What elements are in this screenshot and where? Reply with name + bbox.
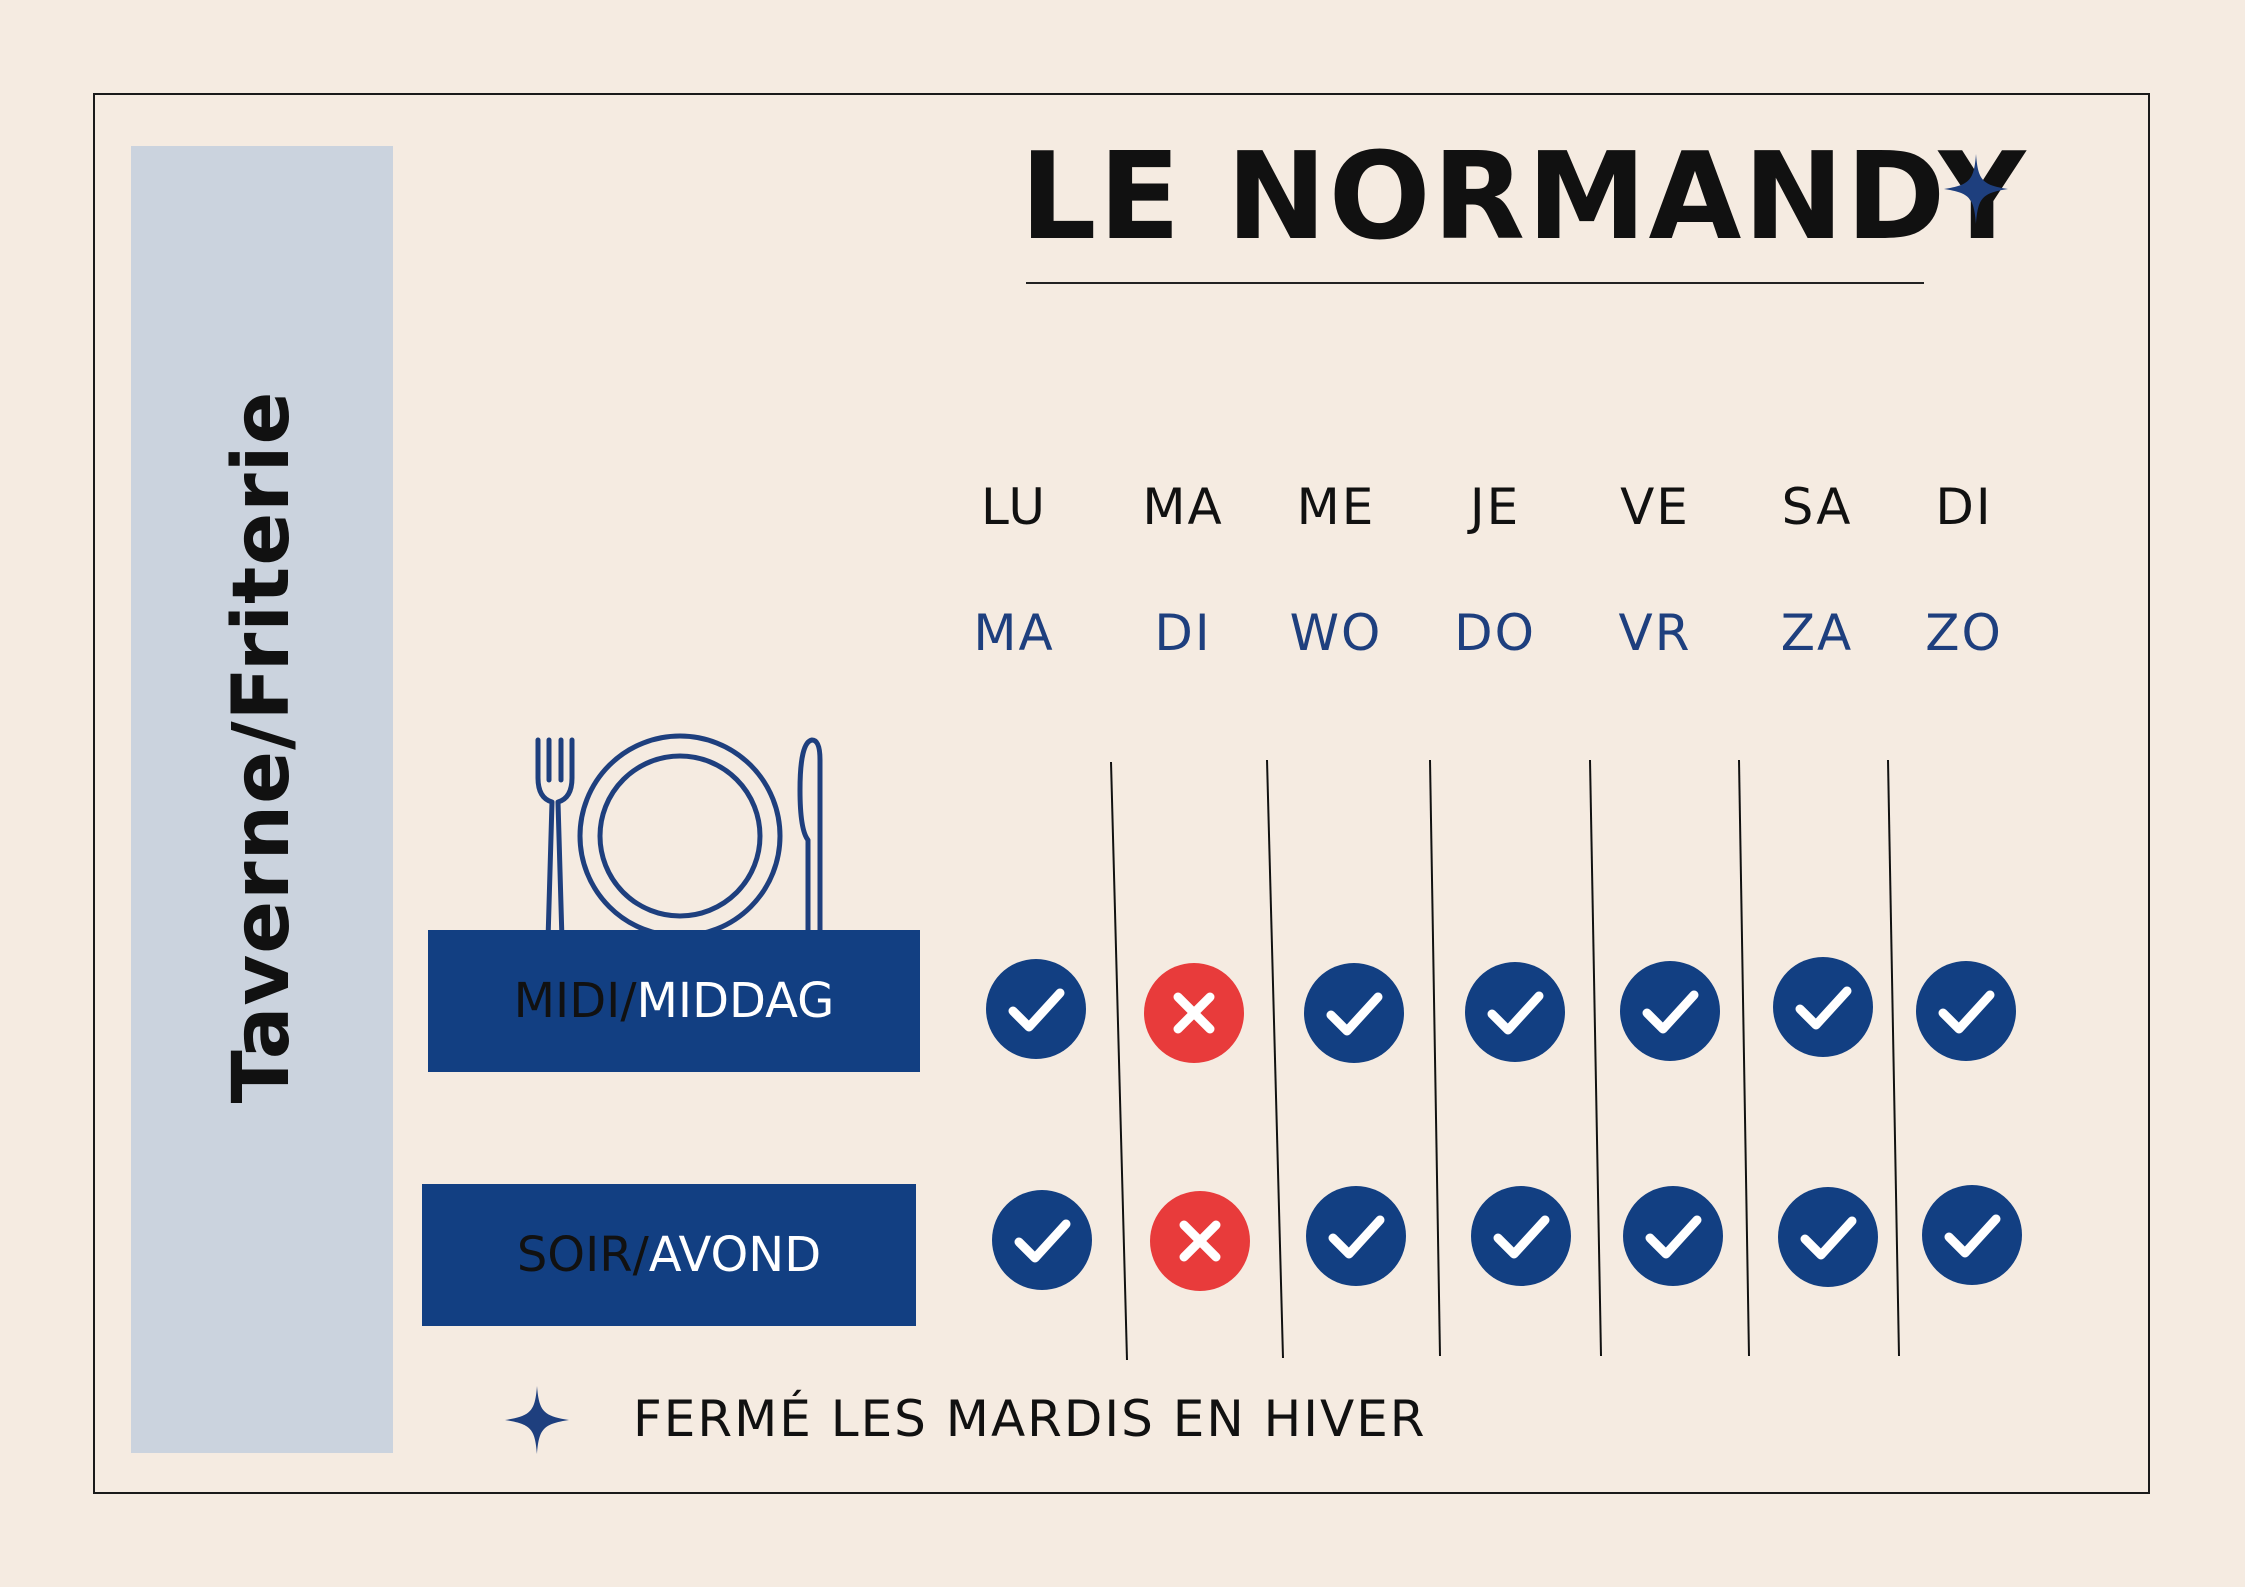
title-underline	[1026, 282, 1924, 284]
day-label-fr: SA	[1781, 478, 1853, 536]
evening-row-label: SOIR/AVOND	[422, 1184, 916, 1326]
day-label-nl: DO	[1454, 604, 1536, 662]
check-circle-icon	[1465, 962, 1565, 1062]
sparkle-icon	[1944, 154, 2008, 224]
check-circle-icon	[986, 959, 1086, 1059]
day-label-fr: JE	[1469, 478, 1521, 536]
column-divider	[1266, 759, 1284, 1359]
plate-and-cutlery-icon	[535, 733, 823, 940]
side-panel	[131, 146, 393, 1453]
day-label-fr: VE	[1620, 478, 1690, 536]
check-circle-icon	[992, 1190, 1092, 1290]
day-label-nl: ZA	[1780, 604, 1854, 662]
evening-label-fr: SOIR/	[516, 1227, 649, 1283]
cross-circle-icon	[1144, 963, 1244, 1063]
day-label-nl: WO	[1289, 604, 1383, 662]
day-label-fr: LU	[981, 478, 1047, 536]
check-circle-icon	[1773, 957, 1873, 1057]
day-label-fr: ME	[1296, 478, 1376, 536]
day-label-nl: MA	[973, 604, 1055, 662]
day-label-fr: MA	[1142, 478, 1224, 536]
column-divider	[1589, 759, 1602, 1357]
column-divider	[1738, 759, 1750, 1357]
day-label-nl: ZO	[1925, 604, 2003, 662]
check-circle-icon	[1471, 1186, 1571, 1286]
evening-label-nl: AVOND	[648, 1227, 822, 1283]
check-circle-icon	[1623, 1186, 1723, 1286]
midday-label-nl: MIDDAG	[636, 973, 835, 1029]
sparkle-icon	[505, 1386, 569, 1454]
cross-circle-icon	[1150, 1191, 1250, 1291]
midday-label-fr: MIDI/	[513, 973, 637, 1029]
check-circle-icon	[1922, 1185, 2022, 1285]
restaurant-title: LE NORMANDY	[1020, 128, 2028, 267]
column-divider	[1887, 759, 1900, 1357]
day-label-nl: DI	[1154, 604, 1212, 662]
column-divider	[1429, 759, 1441, 1357]
day-label-nl: VR	[1618, 604, 1692, 662]
check-circle-icon	[1620, 961, 1720, 1061]
check-circle-icon	[1306, 1186, 1406, 1286]
footer-note: FERMÉ LES MARDIS EN HIVER	[633, 1390, 1427, 1448]
check-circle-icon	[1916, 961, 2016, 1061]
day-label-fr: DI	[1935, 478, 1993, 536]
column-divider	[1110, 761, 1128, 1361]
midday-row-label: MIDI/MIDDAG	[428, 930, 920, 1072]
check-circle-icon	[1778, 1187, 1878, 1287]
check-circle-icon	[1304, 963, 1404, 1063]
card-frame	[93, 93, 2150, 1494]
